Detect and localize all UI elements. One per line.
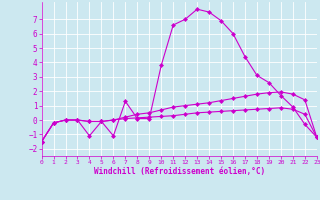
- X-axis label: Windchill (Refroidissement éolien,°C): Windchill (Refroidissement éolien,°C): [94, 167, 265, 176]
